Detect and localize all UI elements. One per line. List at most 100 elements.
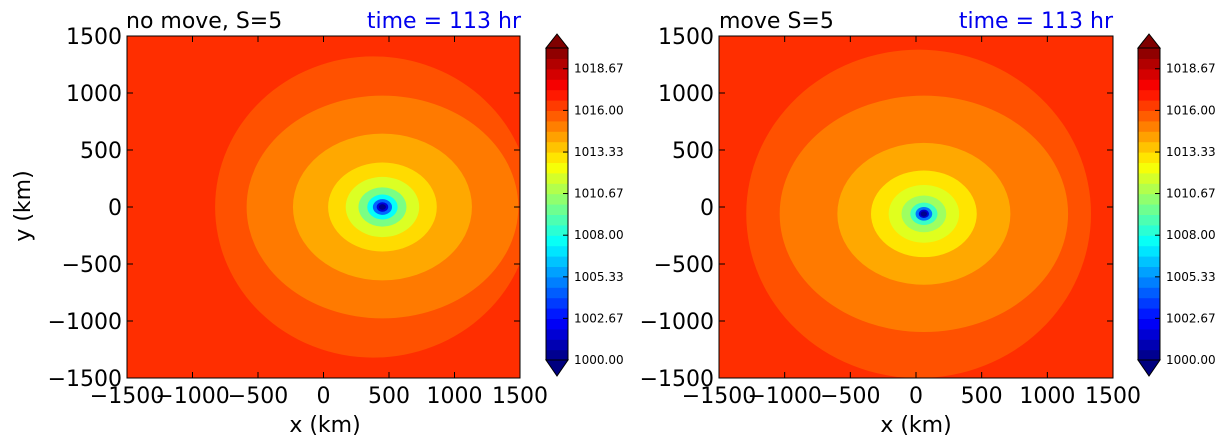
colorbar-tick-label: 1002.67 (574, 311, 624, 325)
colorbar-level (546, 100, 568, 111)
colorbar-level (1138, 224, 1160, 236)
colorbar-level (1138, 183, 1160, 195)
colorbar-extend-max (1136, 33, 1162, 49)
y-tick-label: 0 (700, 196, 714, 221)
colorbar-level (546, 79, 568, 91)
panel-title-left: move S=5 (719, 9, 834, 34)
y-axis-ticks: −1500 −1000 −500 0 500 1000 1500 (640, 25, 1113, 392)
y-tick-label: 1500 (658, 25, 714, 50)
x-tick-label: −1500 (682, 384, 756, 409)
panel-no-move: no move, S=5 time = 113 hr −1500−1000−50… (11, 9, 624, 438)
colorbar-tick-label: 1008.00 (1166, 228, 1216, 242)
x-tick-label: −500 (228, 384, 288, 409)
y-tick-label: −1000 (48, 310, 122, 335)
colorbar-level (546, 162, 568, 174)
colorbar-level (1138, 100, 1160, 111)
colorbar-level (1138, 110, 1160, 122)
colorbar-level (546, 256, 568, 267)
x-axis-ticks: −1500−1000−500 0 500 1000 1500 (682, 36, 1141, 409)
x-tick-label: 1500 (1085, 384, 1141, 409)
colorbar-level (546, 48, 568, 59)
panel-move: move S=5 time = 113 hr −1500−1000−500 0 50… (640, 9, 1216, 438)
panel-title-time: time = 113 hr (367, 9, 522, 34)
colorbar-level (1138, 256, 1160, 267)
contour-plot-area (718, 35, 1114, 379)
panel-title-time: time = 113 hr (959, 9, 1114, 34)
colorbar-tick-label: 1013.33 (1166, 145, 1216, 159)
colorbar-extend-min (1137, 359, 1161, 377)
colorbar-level (546, 120, 568, 132)
x-tick-label: 0 (317, 384, 331, 409)
y-tick-label: −1000 (640, 310, 714, 335)
colorbar-level (546, 141, 568, 153)
x-tick-label: −1000 (747, 384, 821, 409)
y-tick-label: 0 (108, 196, 122, 221)
colorbar-level (1138, 245, 1160, 257)
colorbar: 1000.00 1002.67 1005.33 1008.00 1010.67 1013.… (1136, 33, 1216, 377)
y-tick-label: 500 (672, 139, 714, 164)
colorbar-level (546, 318, 568, 330)
colorbar-level (546, 193, 568, 205)
contour-plot-area (126, 35, 521, 379)
x-axis-label: x (km) (880, 413, 951, 438)
colorbar-tick-label: 1018.67 (574, 62, 624, 76)
colorbar-level (1138, 214, 1160, 226)
colorbar-level (1138, 318, 1160, 330)
colorbar-level (1138, 162, 1160, 174)
x-tick-label: 500 (961, 384, 1003, 409)
x-tick-label: −1500 (90, 384, 164, 409)
colorbar-level (1138, 266, 1160, 278)
colorbar-level (1138, 204, 1160, 215)
colorbar-level (546, 339, 568, 351)
colorbar-level (1138, 349, 1160, 361)
y-tick-label: −500 (62, 253, 122, 278)
colorbar-tick-label: 1010.67 (574, 187, 624, 201)
x-tick-label: 1000 (1019, 384, 1075, 409)
colorbar-level (546, 266, 568, 278)
colorbar-level (546, 172, 568, 184)
colorbar-level (546, 89, 568, 101)
y-tick-label: 1500 (66, 25, 122, 50)
colorbar-level (546, 183, 568, 195)
colorbar-extend-min (545, 359, 569, 377)
x-tick-label: 1500 (492, 384, 548, 409)
y-tick-label: −500 (654, 253, 714, 278)
colorbar-tick-label: 1005.33 (1166, 270, 1216, 284)
colorbar-level (546, 245, 568, 257)
colorbar-level (546, 328, 568, 340)
colorbar-level (1138, 287, 1160, 299)
x-axis-label: x (km) (289, 413, 360, 438)
colorbar-level (1138, 276, 1160, 288)
colorbar-level (546, 276, 568, 288)
colorbar-tick-label: 1000.00 (1166, 353, 1216, 367)
colorbar-level (1138, 131, 1160, 143)
x-tick-label: 0 (909, 384, 923, 409)
colorbar-tick-label: 1016.00 (1166, 103, 1216, 117)
colorbar-level (1138, 328, 1160, 340)
colorbar-level (1138, 235, 1160, 247)
colorbar-level (1138, 172, 1160, 184)
colorbar-level (546, 235, 568, 247)
x-tick-label: −1000 (155, 384, 229, 409)
colorbar-level (1138, 120, 1160, 132)
colorbar-level (1138, 193, 1160, 205)
y-axis-ticks: −1500 −1000 −500 0 500 1000 1500 (48, 25, 520, 392)
colorbar: 1000.00 1002.67 1005.33 1008.00 1010.67 1013.… (544, 33, 624, 377)
colorbar-level (1138, 152, 1160, 163)
colorbar-level (546, 297, 568, 309)
x-tick-label: −500 (820, 384, 880, 409)
colorbar-level (546, 224, 568, 236)
colorbar-level (546, 68, 568, 80)
panel-title-left: no move, S=5 (126, 9, 282, 34)
colorbar-tick-label: 1013.33 (574, 145, 624, 159)
colorbar-level (1138, 141, 1160, 153)
y-tick-label: 1000 (658, 82, 714, 107)
colorbar-tick-label: 1002.67 (1166, 311, 1216, 325)
contour-level (920, 211, 928, 217)
colorbar-level (546, 214, 568, 226)
colorbar-level (546, 349, 568, 361)
x-tick-label: 1000 (427, 384, 483, 409)
colorbar-level (546, 152, 568, 163)
y-tick-label: 1000 (66, 82, 122, 107)
